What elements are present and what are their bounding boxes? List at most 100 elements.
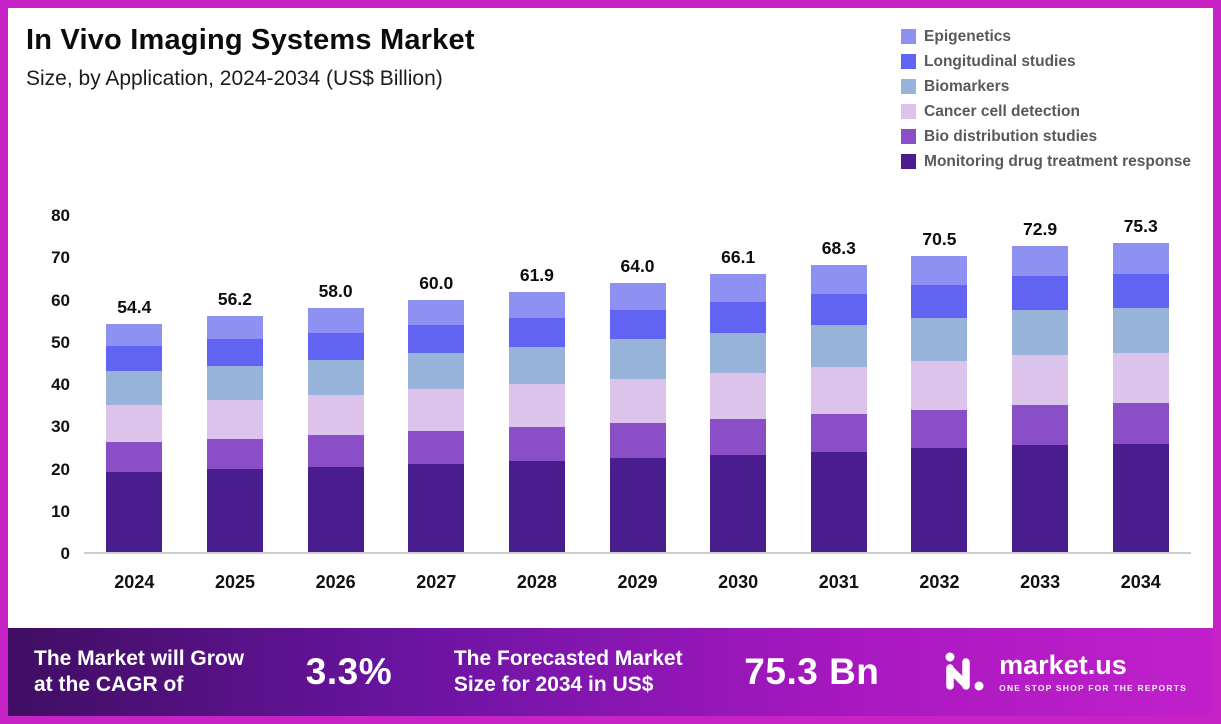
bar-segment-longitudinal-studies[interactable] — [1112, 273, 1169, 308]
header: In Vivo Imaging Systems Market Size, by … — [8, 8, 1213, 172]
bar-segment-bio-distribution-studies[interactable] — [1112, 403, 1169, 444]
bar-total-label: 58.0 — [318, 281, 353, 302]
bar-segment-epigenetics[interactable] — [609, 283, 666, 311]
bar-segment-biomarkers[interactable] — [508, 346, 565, 385]
bar-segment-bio-distribution-studies[interactable] — [106, 442, 163, 473]
bar-stack[interactable] — [1112, 243, 1169, 552]
bar-segment-longitudinal-studies[interactable] — [106, 346, 163, 372]
bar-segment-bio-distribution-studies[interactable] — [810, 414, 867, 452]
legend-item-longitudinal-studies[interactable]: Longitudinal studies — [901, 51, 1191, 72]
bar-segment-cancer-cell-detection[interactable] — [508, 384, 565, 428]
bar-stack[interactable] — [810, 265, 867, 552]
bar-segment-longitudinal-studies[interactable] — [307, 332, 364, 360]
bar-segment-cancer-cell-detection[interactable] — [206, 399, 263, 439]
legend-label: Biomarkers — [924, 77, 1010, 95]
bar-segment-epigenetics[interactable] — [1112, 243, 1169, 274]
bar-segment-monitoring-drug-treatment-response[interactable] — [710, 454, 767, 552]
legend-item-monitoring-drug-treatment-response[interactable]: Monitoring drug treatment response — [901, 151, 1191, 172]
bar-segment-monitoring-drug-treatment-response[interactable] — [609, 457, 666, 552]
bar-segment-monitoring-drug-treatment-response[interactable] — [1112, 443, 1169, 552]
bar-segment-longitudinal-studies[interactable] — [1012, 276, 1069, 311]
bar-segment-longitudinal-studies[interactable] — [609, 310, 666, 340]
bar-segment-bio-distribution-studies[interactable] — [206, 438, 263, 470]
bar-segment-bio-distribution-studies[interactable] — [710, 418, 767, 455]
bar-segment-longitudinal-studies[interactable] — [710, 302, 767, 333]
bar-segment-cancer-cell-detection[interactable] — [1112, 352, 1169, 404]
bar-segment-monitoring-drug-treatment-response[interactable] — [206, 469, 263, 552]
bar-segment-biomarkers[interactable] — [408, 352, 465, 390]
bar-segment-biomarkers[interactable] — [307, 359, 364, 395]
bar-segment-biomarkers[interactable] — [810, 325, 867, 367]
page-subtitle: Size, by Application, 2024-2034 (US$ Bil… — [26, 67, 443, 90]
bar-segment-cancer-cell-detection[interactable] — [1012, 354, 1069, 405]
bar-segment-longitudinal-studies[interactable] — [408, 325, 465, 353]
bar-segment-epigenetics[interactable] — [307, 308, 364, 333]
bar-segment-epigenetics[interactable] — [106, 323, 163, 347]
bar-segment-biomarkers[interactable] — [609, 339, 666, 379]
bar-segment-cancer-cell-detection[interactable] — [609, 378, 666, 424]
brand-name: market.us — [999, 650, 1127, 681]
bar-stack[interactable] — [508, 292, 565, 552]
bar-segment-biomarkers[interactable] — [1012, 310, 1069, 355]
bar-segment-bio-distribution-studies[interactable] — [508, 427, 565, 461]
bar-segment-monitoring-drug-treatment-response[interactable] — [810, 451, 867, 552]
bar-segment-bio-distribution-studies[interactable] — [609, 423, 666, 458]
x-axis-spacer — [26, 572, 84, 593]
bar-segment-monitoring-drug-treatment-response[interactable] — [1012, 444, 1069, 552]
x-axis-label: 2034 — [1120, 572, 1161, 592]
bar-segment-cancer-cell-detection[interactable] — [408, 389, 465, 432]
bar-segment-monitoring-drug-treatment-response[interactable] — [106, 472, 163, 552]
bar-segment-monitoring-drug-treatment-response[interactable] — [911, 448, 968, 552]
x-axis-label: 2031 — [818, 572, 859, 592]
bar-stack[interactable] — [106, 323, 163, 552]
bar-column: 61.9 — [487, 216, 588, 552]
bar-segment-cancer-cell-detection[interactable] — [810, 366, 867, 415]
bar-segment-biomarkers[interactable] — [106, 371, 163, 405]
bar-column: 56.2 — [185, 216, 286, 552]
bar-segment-longitudinal-studies[interactable] — [206, 339, 263, 366]
bar-segment-monitoring-drug-treatment-response[interactable] — [408, 463, 465, 552]
bar-segment-cancer-cell-detection[interactable] — [106, 404, 163, 443]
bar-segment-biomarkers[interactable] — [1112, 307, 1169, 353]
bar-segment-monitoring-drug-treatment-response[interactable] — [307, 466, 364, 552]
legend-item-bio-distribution-studies[interactable]: Bio distribution studies — [901, 126, 1191, 147]
bar-stack[interactable] — [609, 283, 666, 552]
bar-segment-monitoring-drug-treatment-response[interactable] — [508, 460, 565, 552]
bar-segment-biomarkers[interactable] — [710, 332, 767, 374]
bar-segment-bio-distribution-studies[interactable] — [1012, 404, 1069, 445]
legend-swatch-icon — [901, 54, 917, 69]
bar-stack[interactable] — [206, 315, 263, 552]
legend-item-biomarkers[interactable]: Biomarkers — [901, 76, 1191, 97]
bar-segment-epigenetics[interactable] — [1012, 245, 1069, 277]
bar-segment-epigenetics[interactable] — [710, 274, 767, 303]
bar-segment-longitudinal-studies[interactable] — [508, 318, 565, 347]
bar-segment-epigenetics[interactable] — [810, 265, 867, 294]
brand[interactable]: market.us ONE STOP SHOP FOR THE REPORTS — [941, 648, 1187, 697]
bar-total-label: 72.9 — [1023, 218, 1058, 239]
legend-item-epigenetics[interactable]: Epigenetics — [901, 26, 1191, 47]
legend-label: Longitudinal studies — [924, 52, 1076, 70]
bar-stack[interactable] — [1012, 245, 1069, 552]
bar-segment-epigenetics[interactable] — [911, 255, 968, 286]
bar-total-label: 64.0 — [620, 256, 655, 277]
bar-stack[interactable] — [911, 255, 968, 552]
bar-segment-cancer-cell-detection[interactable] — [911, 360, 968, 410]
bar-segment-longitudinal-studies[interactable] — [810, 293, 867, 326]
bar-segment-epigenetics[interactable] — [508, 292, 565, 319]
bar-segment-biomarkers[interactable] — [206, 365, 263, 400]
bar-segment-cancer-cell-detection[interactable] — [307, 394, 364, 436]
bar-stack[interactable] — [307, 308, 364, 552]
bar-segment-bio-distribution-studies[interactable] — [408, 431, 465, 464]
bar-segment-cancer-cell-detection[interactable] — [710, 373, 767, 419]
y-tick-label: 10 — [51, 501, 70, 521]
bar-stack[interactable] — [408, 300, 465, 552]
bar-segment-bio-distribution-studies[interactable] — [307, 435, 364, 467]
bar-segment-bio-distribution-studies[interactable] — [911, 409, 968, 449]
y-tick-label: 20 — [51, 459, 70, 479]
bar-segment-epigenetics[interactable] — [206, 315, 263, 340]
legend-item-cancer-cell-detection[interactable]: Cancer cell detection — [901, 101, 1191, 122]
bar-segment-epigenetics[interactable] — [408, 300, 465, 326]
bar-segment-biomarkers[interactable] — [911, 318, 968, 361]
bar-stack[interactable] — [710, 274, 767, 552]
bar-segment-longitudinal-studies[interactable] — [911, 285, 968, 319]
